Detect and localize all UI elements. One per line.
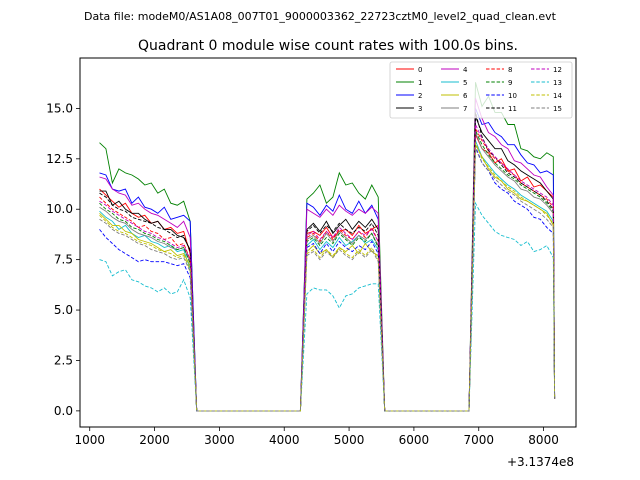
x-tick-label: 2000 (139, 433, 170, 447)
legend-frame (389, 61, 573, 119)
legend-label-5: 5 (463, 79, 467, 87)
x-tick-label: 7000 (463, 433, 494, 447)
x-axis: 1000 2000 3000 4000 5000 6000 7000 8000 (74, 427, 559, 447)
x-tick-label: 8000 (528, 433, 559, 447)
y-axis: 0.0 2.5 5.0 7.5 10.0 12.5 15.0 (46, 101, 80, 418)
legend-label-1: 1 (418, 79, 422, 87)
series-line-2 (99, 108, 556, 412)
legend-label-11: 11 (508, 105, 517, 113)
series-line-14 (99, 142, 556, 412)
series-line-4 (99, 98, 556, 412)
x-tick-label: 1000 (74, 433, 105, 447)
series-line-12 (99, 124, 556, 412)
legend-label-9: 9 (508, 79, 512, 87)
series-line-15 (99, 148, 556, 412)
series-line-8 (99, 126, 556, 412)
legend-label-14: 14 (553, 92, 562, 100)
legend-label-3: 3 (418, 105, 422, 113)
legend-label-0: 0 (418, 66, 422, 74)
x-tick-label: 6000 (399, 433, 430, 447)
figure-suptitle: Data file: modeM0/AS1A08_007T01_90000033… (84, 10, 557, 23)
series-line-11 (99, 112, 556, 412)
legend-label-13: 13 (553, 79, 562, 87)
legend-label-8: 8 (508, 66, 512, 74)
legend-label-12: 12 (553, 66, 562, 74)
series-layer (99, 82, 556, 412)
x-offset-label: +3.1374e8 (507, 455, 574, 469)
x-tick-label: 4000 (269, 433, 300, 447)
legend-label-6: 6 (463, 92, 468, 100)
chart-title: Quadrant 0 module wise count rates with … (138, 38, 518, 54)
y-tick-label: 2.5 (54, 353, 73, 367)
y-tick-label: 0.0 (54, 404, 73, 418)
plot-area: 1000 2000 3000 4000 5000 6000 7000 8000 0.0 2.5 5… (46, 57, 577, 469)
series-line-3 (99, 116, 556, 412)
axes-frame (79, 57, 577, 428)
legend-label-7: 7 (463, 105, 467, 113)
legend-label-2: 2 (418, 92, 422, 100)
series-line-13 (99, 201, 556, 412)
y-tick-label: 10.0 (46, 202, 73, 216)
legend-label-10: 10 (508, 92, 517, 100)
legend-label-4: 4 (463, 66, 468, 74)
legend-label-15: 15 (553, 105, 562, 113)
series-line-9 (99, 130, 556, 412)
series-line-6 (99, 142, 556, 412)
x-tick-label: 5000 (334, 433, 365, 447)
y-tick-label: 5.0 (54, 303, 73, 317)
y-tick-label: 7.5 (54, 253, 73, 267)
y-tick-label: 12.5 (46, 152, 73, 166)
x-tick-label: 3000 (204, 433, 235, 447)
y-tick-label: 15.0 (46, 101, 73, 115)
